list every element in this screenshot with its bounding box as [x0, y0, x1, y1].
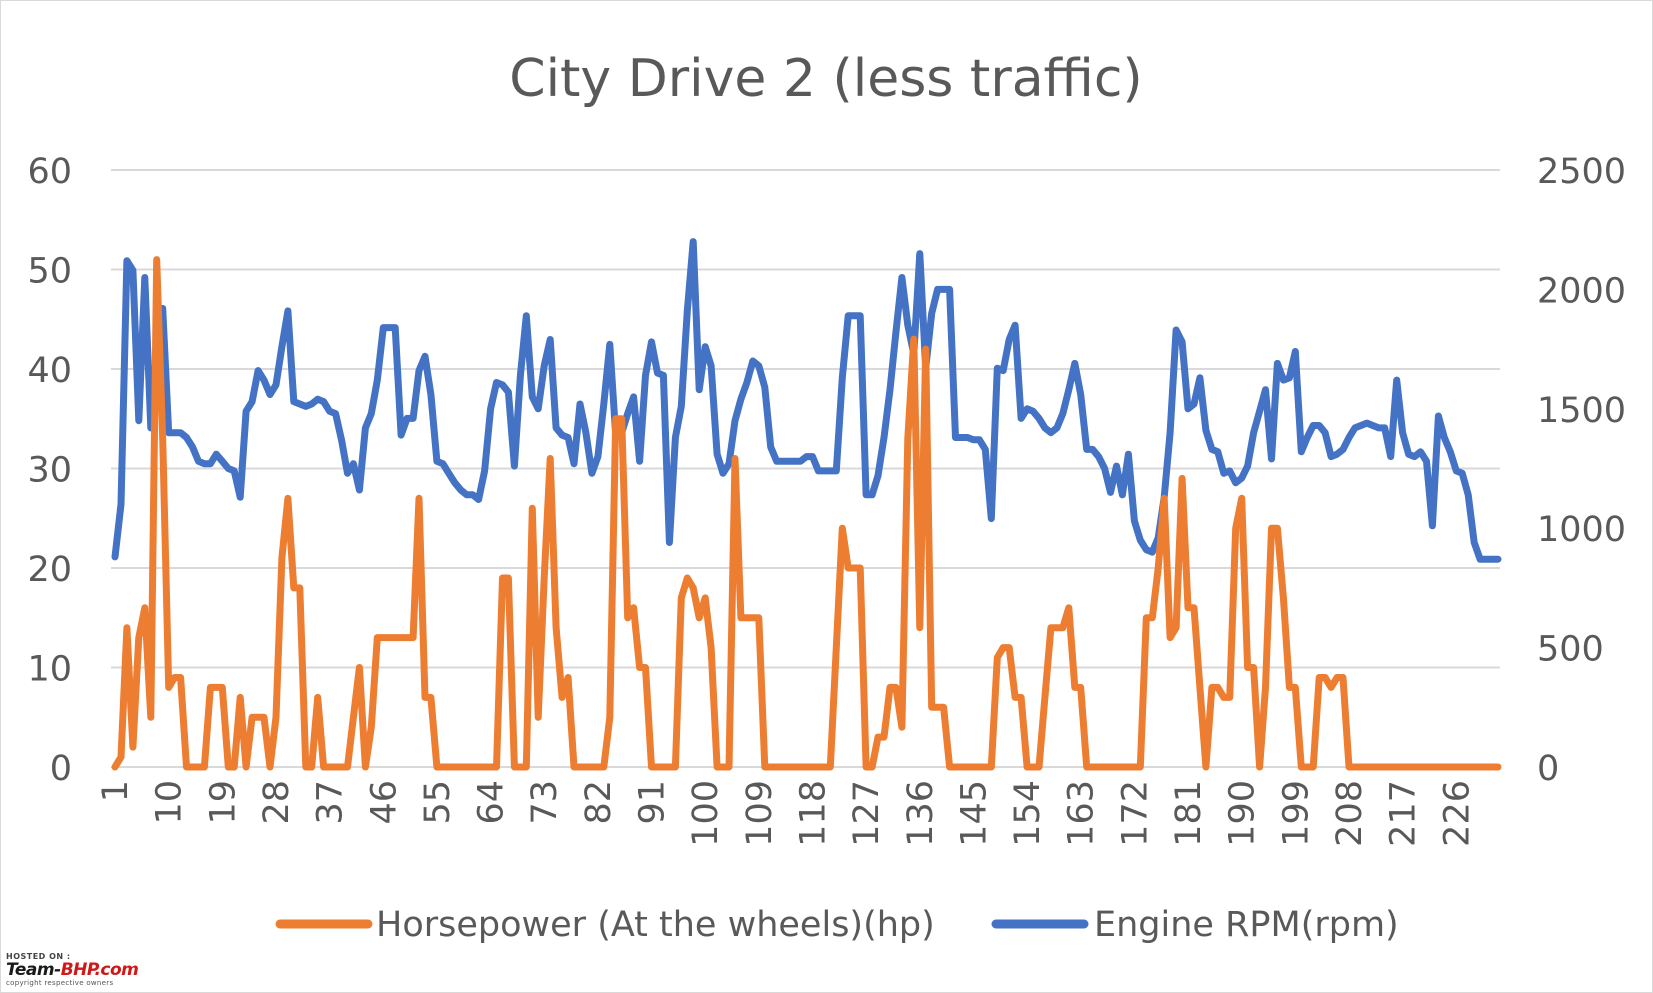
watermark-copyright: copyright respective owners [6, 979, 114, 987]
x-tick-label: 199 [1276, 780, 1316, 847]
right-axis-tick-labels: 0 500 1000 1500 2000 2500 [1537, 152, 1626, 789]
series-line-engine-rpm [111, 238, 1502, 563]
legend: Horsepower (At the wheels)(hp) Engine RP… [275, 905, 1399, 945]
left-tick-label: 50 [27, 252, 72, 292]
x-tick-label: 64 [472, 780, 512, 825]
x-tick-label: 226 [1437, 780, 1477, 847]
x-tick-label: 73 [525, 780, 565, 825]
legend-label-rpm: Engine RPM(rpm) [1094, 905, 1399, 945]
right-tick-label: 2500 [1537, 152, 1626, 192]
x-tick-label: 172 [1115, 780, 1155, 847]
left-tick-label: 30 [27, 451, 72, 491]
x-tick-label: 127 [847, 780, 887, 847]
left-tick-label: 20 [27, 550, 72, 590]
left-tick-label: 0 [50, 749, 72, 789]
chart-title: City Drive 2 (less traffic) [509, 49, 1142, 109]
x-axis-tick-labels: 1 10 19 28 37 46 55 64 73 82 91 100 109 118 127 136 145 1… [96, 780, 1477, 847]
x-tick-label: 1 [96, 780, 136, 802]
legend-label-horsepower: Horsepower (At the wheels)(hp) [376, 905, 935, 945]
right-tick-label: 1000 [1537, 510, 1626, 550]
x-tick-label: 208 [1330, 780, 1370, 847]
watermark-brand-right: BHP.com [60, 960, 139, 980]
x-tick-label: 46 [364, 780, 404, 825]
right-tick-label: 1500 [1537, 391, 1626, 431]
watermark-logo: HOSTED ON : Team-BHP.com copyright respe… [6, 952, 196, 988]
left-tick-label: 40 [27, 351, 72, 391]
left-tick-label: 10 [27, 650, 72, 690]
watermark-brand: Team-BHP.com [6, 960, 139, 980]
right-tick-label: 500 [1537, 630, 1604, 670]
x-tick-label: 154 [1008, 780, 1048, 847]
x-tick-label: 100 [686, 780, 726, 847]
series-layer [111, 238, 1502, 771]
x-tick-label: 37 [311, 780, 351, 825]
x-tick-label: 19 [203, 780, 243, 825]
x-tick-label: 10 [150, 780, 190, 825]
x-tick-label: 118 [793, 780, 833, 847]
x-tick-label: 28 [257, 780, 297, 825]
left-axis-tick-labels: 0 10 20 30 40 50 60 [27, 152, 72, 789]
watermark-brand-left: Team- [6, 960, 61, 980]
watermark-hosted-label: HOSTED ON : [6, 952, 71, 961]
x-tick-label: 190 [1223, 780, 1263, 847]
right-tick-label: 2000 [1537, 271, 1626, 311]
x-tick-label: 82 [579, 780, 619, 825]
x-tick-label: 91 [633, 780, 673, 825]
x-tick-label: 145 [954, 780, 994, 847]
x-tick-label: 109 [740, 780, 780, 847]
x-tick-label: 136 [901, 780, 941, 847]
x-tick-label: 217 [1384, 780, 1424, 847]
x-tick-label: 55 [418, 780, 458, 825]
x-tick-label: 163 [1062, 780, 1102, 847]
left-tick-label: 60 [27, 152, 72, 192]
series-line-horsepower [111, 256, 1502, 771]
right-tick-label: 0 [1537, 749, 1559, 789]
x-tick-label: 181 [1169, 780, 1209, 847]
